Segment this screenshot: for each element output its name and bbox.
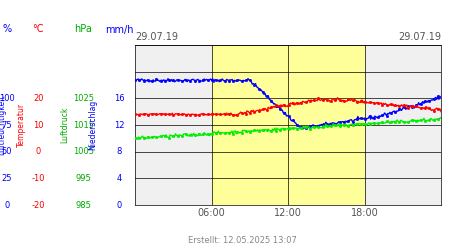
Text: Luftdruck: Luftdruck: [61, 107, 70, 143]
Text: 1015: 1015: [73, 120, 94, 130]
Text: 4: 4: [117, 174, 122, 183]
Text: 29.07.19: 29.07.19: [398, 32, 441, 42]
Bar: [364, 45, 441, 205]
Text: 10: 10: [33, 120, 44, 130]
Text: -20: -20: [32, 200, 45, 209]
Text: 0: 0: [36, 147, 41, 156]
Text: Niederschlag: Niederschlag: [88, 100, 97, 150]
Text: mm/h: mm/h: [105, 24, 134, 34]
Text: 0: 0: [117, 200, 122, 209]
Text: -10: -10: [32, 174, 45, 183]
Text: Erstellt: 12.05.2025 13:07: Erstellt: 12.05.2025 13:07: [188, 236, 297, 245]
Text: Luftfeuchtigkeit: Luftfeuchtigkeit: [0, 95, 7, 155]
Text: 16: 16: [114, 94, 125, 103]
Text: %: %: [2, 24, 11, 34]
Text: hPa: hPa: [74, 24, 92, 34]
Text: 8: 8: [117, 147, 122, 156]
Text: Temperatur: Temperatur: [17, 103, 26, 147]
Text: 12: 12: [114, 120, 125, 130]
Text: 985: 985: [75, 200, 91, 209]
Text: 1005: 1005: [73, 147, 94, 156]
Text: 20: 20: [33, 94, 44, 103]
Text: 29.07.19: 29.07.19: [135, 32, 178, 42]
Text: 1025: 1025: [73, 94, 94, 103]
Text: 100: 100: [0, 94, 14, 103]
Text: 50: 50: [1, 147, 12, 156]
Bar: [212, 45, 364, 205]
Text: 995: 995: [76, 174, 91, 183]
Text: 0: 0: [4, 200, 9, 209]
Text: 25: 25: [1, 174, 12, 183]
Bar: [135, 45, 212, 205]
Text: 75: 75: [1, 120, 12, 130]
Text: °C: °C: [32, 24, 44, 34]
